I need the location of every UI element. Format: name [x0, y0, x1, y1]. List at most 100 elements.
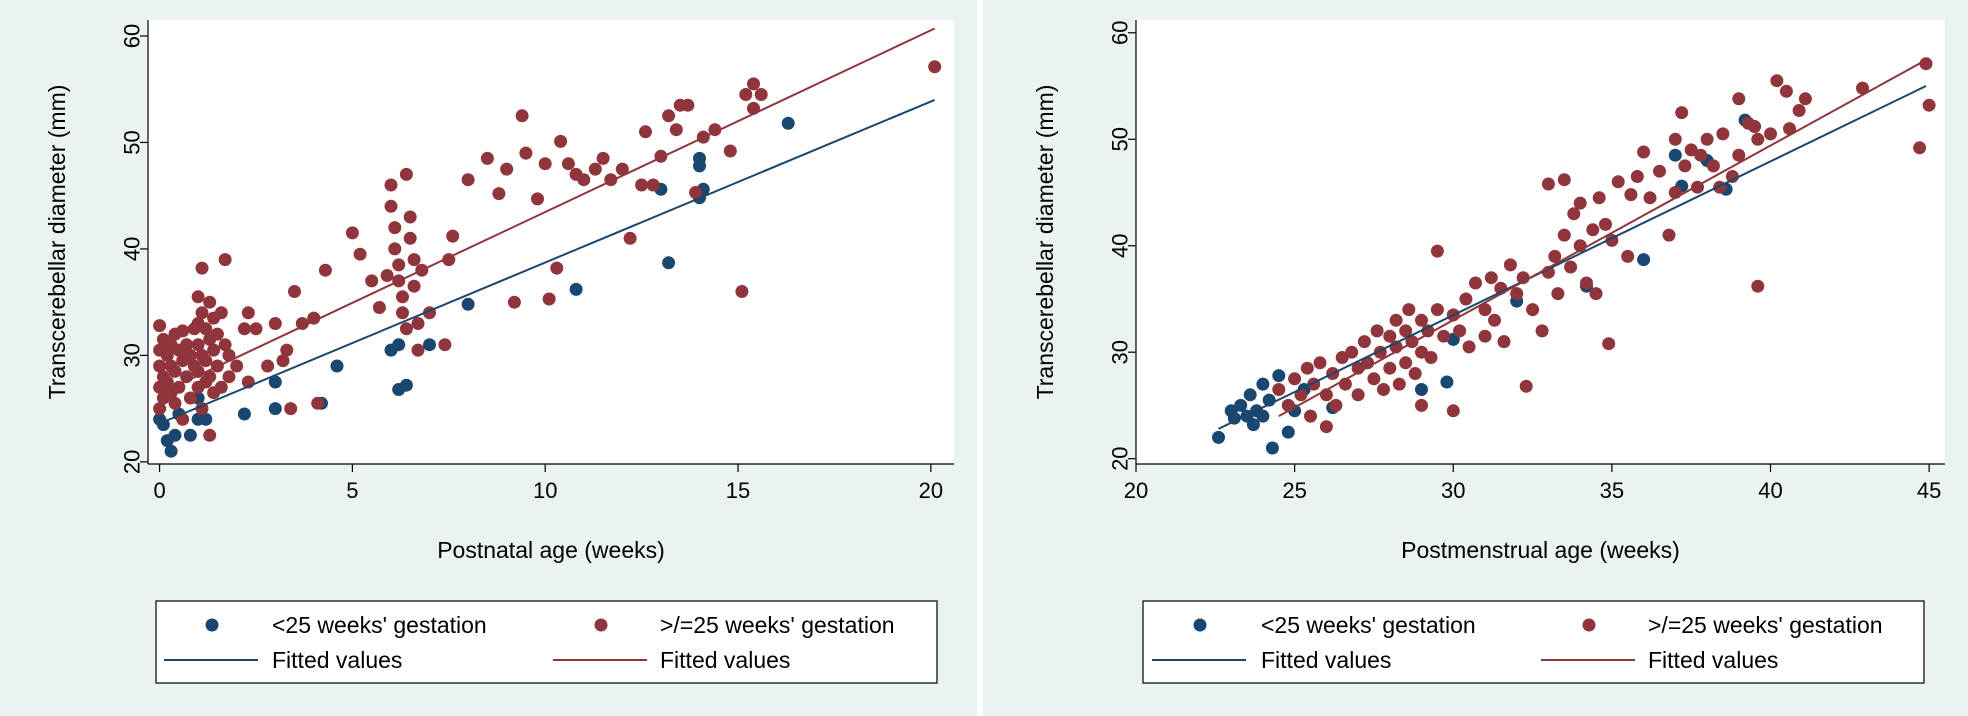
point-ge25-71	[365, 274, 379, 288]
point-ge25-115	[635, 178, 649, 192]
point-ge25-37	[199, 354, 213, 368]
point-ge25-120	[669, 123, 683, 137]
data-marks	[153, 27, 942, 458]
point-ge25-51	[218, 338, 232, 352]
point-ge25-90	[1694, 148, 1708, 162]
point-ge25-123	[689, 186, 703, 199]
point-ge25-83	[399, 167, 413, 181]
axes: 20 25 30 35 40 45 20 30 40 50 60	[1108, 20, 1945, 503]
point-ge25-97	[1732, 92, 1746, 106]
point-lt25-19	[423, 338, 436, 352]
point-ge25-60	[1541, 177, 1555, 191]
point-ge25-81	[1643, 191, 1657, 205]
point-ge25-24	[183, 391, 197, 405]
point-ge25-48	[214, 306, 228, 320]
point-ge25-74	[1602, 337, 1616, 351]
y-tick-label: 50	[120, 130, 145, 154]
point-ge25-15	[168, 396, 182, 410]
point-ge25-71	[1589, 287, 1603, 301]
point-ge25-110	[588, 162, 602, 176]
point-ge25-91	[1700, 132, 1714, 146]
x-tick-label: 25	[1282, 478, 1306, 503]
point-ge25-4	[1300, 361, 1314, 375]
point-ge25-84	[1668, 132, 1682, 146]
point-ge25-80	[1637, 145, 1651, 159]
y-tick-label: 40	[120, 237, 145, 261]
x-tick-label: 5	[346, 478, 358, 503]
point-ge25-89	[411, 343, 425, 357]
y-tick-label: 60	[1108, 21, 1133, 45]
legend-label-lt25-fit: Fitted values	[1261, 647, 1391, 673]
x-tick-label: 45	[1917, 478, 1941, 503]
point-ge25-105	[550, 261, 564, 275]
point-ge25-92	[1706, 159, 1720, 173]
x-tick-label: 35	[1600, 478, 1624, 503]
point-ge25-29	[1399, 356, 1413, 370]
point-ge25-67	[311, 396, 325, 410]
point-lt25-17	[399, 378, 413, 392]
point-ge25-65	[295, 317, 309, 330]
point-ge25-37	[1424, 351, 1438, 364]
x-tick-label: 20	[1124, 478, 1148, 503]
legend-label-lt25-fit: Fitted values	[272, 647, 402, 673]
point-ge25-59	[261, 359, 275, 373]
y-axis-title: Transcerebellar diameter (mm)	[44, 85, 70, 400]
point-ge25-86	[407, 253, 421, 267]
point-ge25-107	[1798, 92, 1812, 106]
y-tick-label: 50	[1108, 127, 1133, 151]
point-ge25-81	[396, 306, 409, 320]
legend-marker-lt25	[205, 618, 219, 632]
point-ge25-35	[1415, 398, 1428, 412]
point-ge25-102	[531, 192, 544, 206]
point-ge25-28	[1399, 324, 1413, 338]
point-ge25-25	[1389, 313, 1403, 327]
point-ge25-65	[1564, 260, 1578, 274]
point-ge25-113	[615, 162, 629, 176]
x-tick-label: 20	[919, 478, 943, 503]
point-ge25-77	[388, 242, 402, 256]
point-ge25-78	[392, 258, 406, 272]
point-ge25-97	[492, 187, 506, 201]
point-lt25-0	[1212, 430, 1225, 444]
point-ge25-62	[280, 343, 294, 357]
point-ge25-41	[203, 370, 217, 384]
point-lt25-22	[1637, 253, 1651, 267]
point-lt25-9	[1256, 409, 1270, 423]
point-ge25-53	[1503, 258, 1517, 272]
fit-line-lt25	[159, 98, 936, 425]
point-ge25-88	[411, 317, 425, 330]
point-lt25-20	[461, 297, 475, 311]
legend-label-ge25: >/=25 weeks' gestation	[660, 612, 895, 638]
point-ge25-109	[577, 173, 591, 187]
y-tick-label: 40	[1108, 233, 1133, 257]
point-ge25-72	[372, 301, 386, 314]
y-axis-title: Transcerebellar diameter (mm)	[1032, 85, 1058, 400]
x-axis-title: Postmenstrual age (weeks)	[1401, 537, 1680, 563]
point-ge25-116	[639, 125, 652, 139]
point-ge25-54	[1510, 287, 1524, 301]
x-tick-label: 40	[1758, 478, 1782, 503]
point-ge25-12	[1335, 351, 1349, 364]
point-ge25-76	[1611, 175, 1625, 189]
point-ge25-86	[1675, 106, 1689, 120]
point-ge25-96	[480, 151, 494, 165]
point-ge25-54	[230, 359, 244, 373]
point-ge25-82	[1653, 164, 1666, 178]
point-ge25-21	[180, 338, 194, 352]
point-ge25-92	[438, 338, 452, 352]
point-ge25-43	[1453, 324, 1467, 338]
fit-line-ge25	[1278, 57, 1930, 417]
point-ge25-63	[284, 402, 298, 416]
point-ge25-77	[1621, 249, 1635, 263]
plot-area	[148, 20, 954, 464]
point-lt25-18	[392, 338, 406, 352]
point-ge25-33	[195, 306, 209, 320]
point-ge25-44	[207, 343, 221, 357]
point-ge25-80	[396, 290, 409, 304]
point-ge25-132	[928, 60, 942, 74]
point-ge25-73	[1599, 217, 1612, 231]
point-lt25-18	[1440, 375, 1454, 389]
point-ge25-110	[1919, 57, 1933, 71]
point-ge25-52	[1497, 335, 1511, 349]
point-ge25-109	[1913, 141, 1927, 155]
